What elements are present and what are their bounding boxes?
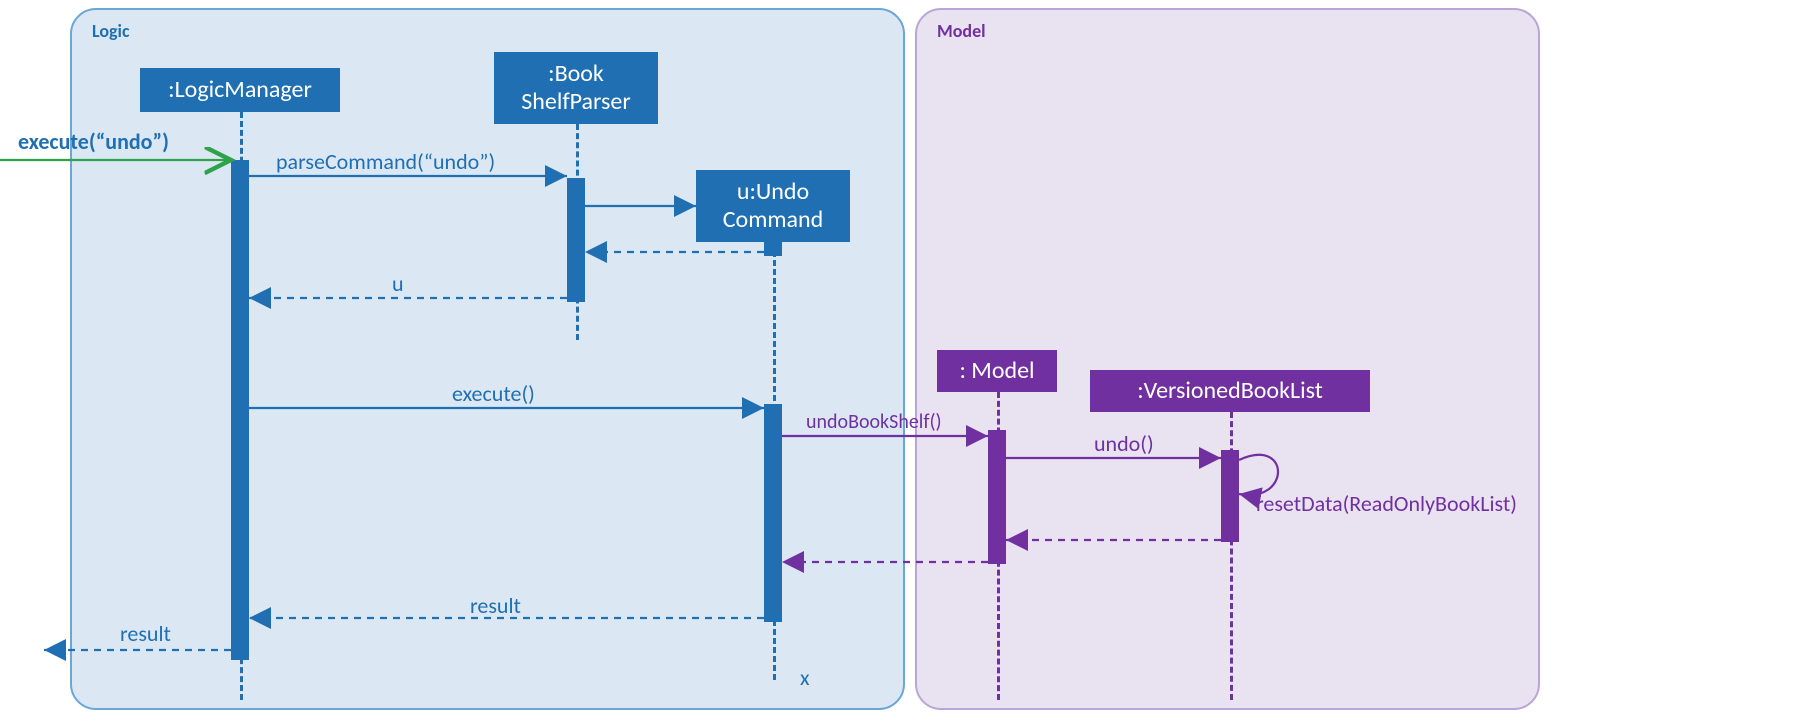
msg-resetdata: resetData(ReadOnlyBookList): [1256, 490, 1517, 517]
msg-execute: execute(): [452, 380, 535, 407]
lifeline-box-versionedbooklist: :VersionedBookList: [1090, 370, 1370, 412]
diagram-canvas: Logic Model :LogicManager :Book ShelfPar…: [0, 0, 1796, 728]
msg-parsecommand: parseCommand(“undo”): [276, 148, 495, 175]
msg-return-u: u: [392, 270, 404, 297]
lifeline-box-bookshelfparser: :Book ShelfParser: [494, 52, 658, 124]
activation-logicmanager: [231, 160, 249, 660]
activation-bookshelfparser: [567, 178, 585, 302]
msg-undo: undo(): [1094, 430, 1154, 457]
msg-undobookshelf: undoBookShelf(): [806, 410, 942, 434]
activation-versionedbooklist: [1221, 450, 1239, 542]
msg-execute-undo: execute(“undo”): [18, 128, 169, 155]
lifeline-box-undocommand: u:Undo Command: [696, 170, 850, 242]
msg-result-inner: result: [470, 592, 521, 619]
lifeline-box-model: : Model: [937, 350, 1057, 392]
lifeline-end-x: x: [800, 664, 810, 691]
activation-undocommand-2: [764, 404, 782, 622]
activation-model: [988, 430, 1006, 564]
lifeline-box-logicmanager: :LogicManager: [140, 68, 340, 112]
frame-logic-label: Logic: [92, 20, 130, 42]
frame-model-label: Model: [937, 20, 986, 42]
msg-result-outer: result: [120, 620, 171, 647]
